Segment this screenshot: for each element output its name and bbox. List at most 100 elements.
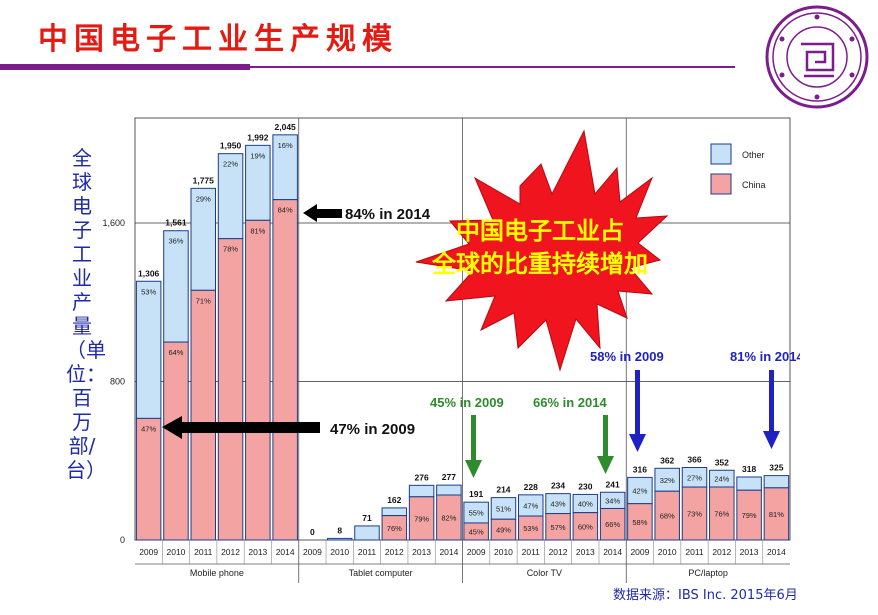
bar-other-segment <box>763 475 790 489</box>
arrow-tv-2009 <box>465 415 482 478</box>
bar-total-label: 277 <box>442 472 456 482</box>
x-tick-label: 2010 <box>330 547 349 557</box>
bar-china-segment <box>654 490 680 541</box>
bar-total-label: 325 <box>769 463 783 473</box>
bar-china-segment <box>736 489 762 541</box>
annotation-mobile-2014: 84% in 2014 <box>345 206 431 223</box>
bar-other-segment <box>736 476 762 491</box>
pct-label-other: 22% <box>223 160 238 169</box>
x-tick-label: 2011 <box>194 547 213 557</box>
pct-label-other: 34% <box>605 496 620 505</box>
x-tick-label: 2012 <box>385 547 404 557</box>
bar-total-label: 316 <box>633 464 647 474</box>
pct-label-other: 51% <box>496 504 511 513</box>
pct-label-china: 79% <box>414 514 429 523</box>
x-tick-label: 2011 <box>522 547 541 557</box>
x-tick-label: 2012 <box>712 547 731 557</box>
bar-total-label: 1,561 <box>165 218 187 228</box>
pct-label-china: 81% <box>769 510 784 519</box>
legend-label-other: Other <box>742 150 765 160</box>
bar-other-segment <box>381 507 408 517</box>
bar-china-segment <box>245 219 271 541</box>
y-tick-label: 1,600 <box>102 218 125 228</box>
pct-label-china: 71% <box>196 296 211 305</box>
x-tick-label: 2014 <box>603 547 622 557</box>
bar-total <box>354 525 380 541</box>
pct-label-other: 24% <box>714 475 729 484</box>
pct-label-china: 76% <box>387 524 402 533</box>
x-tick-label: 2013 <box>576 547 595 557</box>
arrow-pc-2014 <box>763 370 780 449</box>
x-tick-label: 2012 <box>549 547 568 557</box>
pct-label-other: 55% <box>469 509 484 518</box>
bar-total-label: 352 <box>715 457 729 467</box>
category-label: Mobile phone <box>190 568 244 578</box>
bar-china-segment <box>518 515 544 541</box>
title-underline-bar <box>0 64 250 70</box>
bar-total-label: 234 <box>551 481 565 491</box>
pct-label-other: 53% <box>141 287 156 296</box>
annotation-tv-2014: 66% in 2014 <box>533 395 607 410</box>
bar-other-segment <box>217 153 244 240</box>
bar-china-segment <box>217 238 244 541</box>
annotation-mobile-2009: 47% in 2009 <box>330 421 415 438</box>
pct-label-china: 76% <box>714 509 729 518</box>
y-tick-label: 800 <box>110 377 125 387</box>
bar-china-segment <box>709 486 735 541</box>
pct-label-other: 42% <box>632 487 647 496</box>
annotation-tv-2009: 45% in 2009 <box>430 395 504 410</box>
bar-total-label: 366 <box>687 454 701 464</box>
y-tick-label: 0 <box>120 535 125 545</box>
bar-total-label: 228 <box>524 482 538 492</box>
category-label: PC/laptop <box>688 568 728 578</box>
pct-label-china: 68% <box>660 512 675 521</box>
x-tick-label: 2014 <box>767 547 786 557</box>
category-label: Tablet computer <box>349 568 413 578</box>
bar-total-label: 1,992 <box>247 132 269 142</box>
bar-china-segment <box>627 503 653 541</box>
arrow-pc-2009 <box>629 370 646 452</box>
pct-label-other: 43% <box>551 500 566 509</box>
x-tick-label: 2009 <box>303 547 322 557</box>
bar-total-label: 214 <box>496 485 510 495</box>
bar-other-segment <box>135 280 162 419</box>
x-tick-label: 2012 <box>221 547 240 557</box>
bar-china-segment <box>681 486 708 541</box>
bar-china-segment <box>436 494 462 541</box>
pct-label-china: 66% <box>605 520 620 529</box>
legend-swatch-other <box>710 143 732 165</box>
pct-label-other: 47% <box>523 501 538 510</box>
legend-swatch-china <box>710 173 732 195</box>
x-tick-label: 2009 <box>139 547 158 557</box>
arrow-tv-2014 <box>597 415 614 474</box>
bar-china-segment <box>572 512 599 541</box>
pct-label-china: 60% <box>578 522 593 531</box>
pct-label-other: 40% <box>578 500 593 509</box>
bar-china-segment <box>135 417 162 541</box>
arrow-mobile-2009 <box>162 416 320 439</box>
bar-china-segment <box>163 341 189 541</box>
pct-label-china: 47% <box>141 424 156 433</box>
x-tick-label: 2010 <box>166 547 185 557</box>
legend-label-china: China <box>742 180 766 190</box>
starburst <box>415 129 669 372</box>
bar-total-label: 2,045 <box>275 122 297 132</box>
university-seal-logo <box>765 5 869 109</box>
title-underline-line <box>250 66 735 68</box>
x-tick-label: 2014 <box>439 547 458 557</box>
x-tick-label: 2009 <box>467 547 486 557</box>
x-tick-label: 2010 <box>658 547 677 557</box>
pct-label-china: 45% <box>469 527 484 536</box>
pct-label-other: 19% <box>250 151 265 160</box>
arrow-mobile-2014 <box>303 204 342 222</box>
bar-china-segment <box>490 518 517 541</box>
bar-total-label: 230 <box>578 481 592 491</box>
bar-total-label: 71 <box>362 513 372 523</box>
annotation-pc-2009: 58% in 2009 <box>590 349 664 364</box>
starburst-line-2: 全球的比重持续增加 <box>431 250 648 278</box>
bar-total-label: 318 <box>742 464 756 474</box>
bar-china-segment <box>763 487 790 541</box>
bar-china-segment <box>599 507 626 541</box>
bar-china-segment <box>545 513 571 541</box>
x-tick-label: 2011 <box>685 547 704 557</box>
